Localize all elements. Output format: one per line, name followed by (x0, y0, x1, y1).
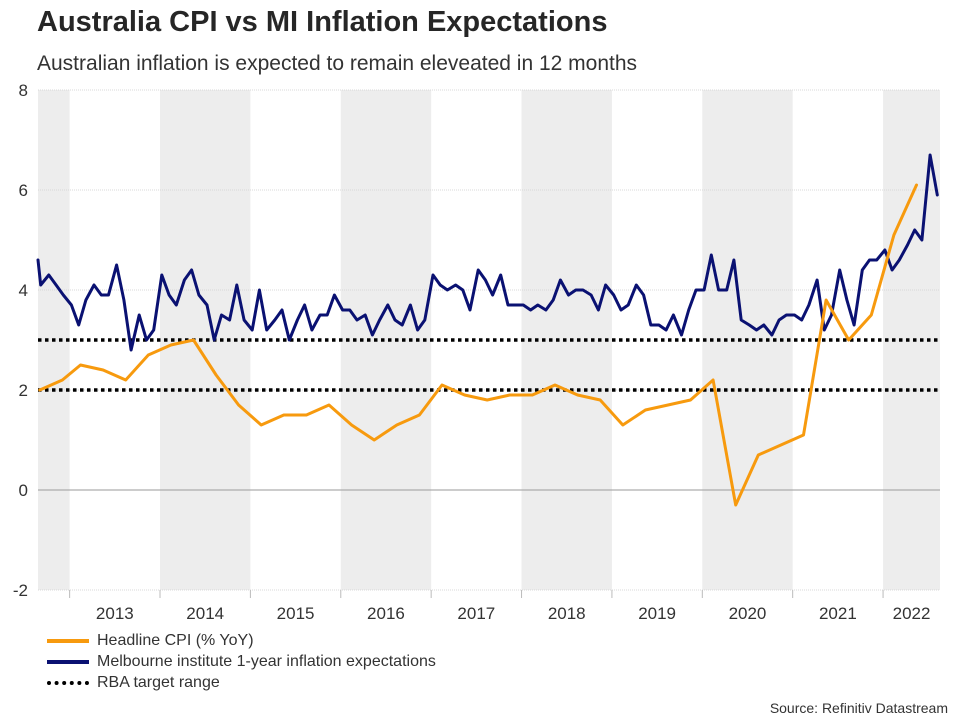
line-chart: 8 6 4 2 0 -2 2013 2014 2015 2016 2017 2018 2019 2020… (13, 81, 940, 623)
chart-title: Australia CPI vs MI Inflation Expectatio… (37, 6, 608, 38)
y-axis-tick-labels: 8 6 4 2 0 -2 (13, 81, 28, 600)
x-tick-label: 2013 (96, 604, 134, 623)
y-tick-label: 4 (19, 281, 28, 300)
y-tick-label: 2 (19, 381, 28, 400)
x-tick-label: 2019 (638, 604, 676, 623)
legend-item-mi: Melbourne institute 1-year inflation exp… (47, 651, 436, 672)
series-line-headline-cpi (38, 183, 918, 507)
legend-item-rba: RBA target range (47, 672, 436, 693)
legend-label-mi: Melbourne institute 1-year inflation exp… (97, 652, 436, 670)
data-series-lines (36, 153, 939, 507)
x-tick-label: 2016 (367, 604, 405, 623)
legend-swatch-mi (47, 659, 89, 664)
legend-item-cpi: Headline CPI (% YoY) (47, 630, 436, 651)
x-tick-label: 2022 (893, 604, 931, 623)
x-axis-tick-labels: 2013 2014 2015 2016 2017 2018 2019 2020 2021 2022 (69, 590, 931, 623)
y-tick-label: -2 (13, 581, 28, 600)
series-line-mi-expectations (36, 153, 939, 352)
y-tick-label: 0 (19, 481, 28, 500)
x-tick-label: 2021 (819, 604, 857, 623)
legend-swatch-rba (47, 680, 89, 685)
legend-label-rba: RBA target range (97, 673, 220, 691)
y-tick-label: 8 (19, 81, 28, 100)
y-tick-label: 6 (19, 181, 28, 200)
x-tick-label: 2015 (277, 604, 315, 623)
chart-subtitle: Australian inflation is expected to rema… (37, 52, 638, 75)
x-tick-label: 2014 (186, 604, 224, 623)
chart-legend: Headline CPI (% YoY) Melbourne institute… (47, 630, 436, 693)
x-tick-label: 2018 (548, 604, 586, 623)
x-tick-label: 2020 (729, 604, 767, 623)
legend-swatch-cpi (47, 638, 89, 643)
x-tick-label: 2017 (457, 604, 495, 623)
legend-label-cpi: Headline CPI (% YoY) (97, 631, 254, 649)
source-note: Source: Refinitiv Datastream (769, 700, 948, 716)
